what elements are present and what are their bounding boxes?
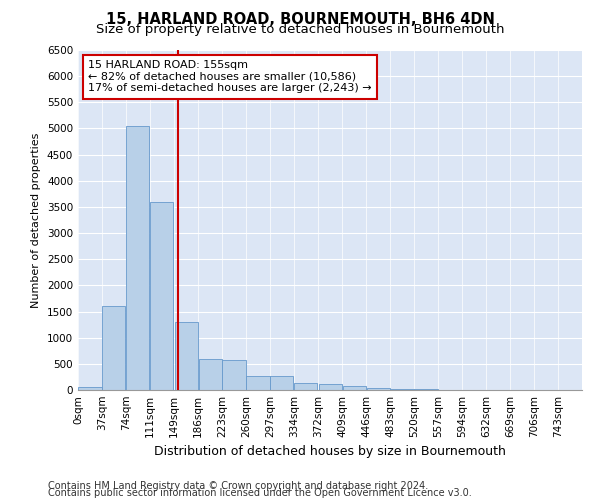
Bar	[343, 386, 366, 390]
Text: Size of property relative to detached houses in Bournemouth: Size of property relative to detached ho…	[96, 22, 504, 36]
Bar	[126, 126, 149, 390]
Bar	[319, 384, 342, 390]
Bar	[175, 322, 198, 390]
Bar	[79, 388, 101, 390]
Bar	[223, 360, 245, 390]
Text: Contains HM Land Registry data © Crown copyright and database right 2024.: Contains HM Land Registry data © Crown c…	[48, 481, 428, 491]
X-axis label: Distribution of detached houses by size in Bournemouth: Distribution of detached houses by size …	[154, 446, 506, 458]
Bar	[294, 383, 317, 390]
Text: Contains public sector information licensed under the Open Government Licence v3: Contains public sector information licen…	[48, 488, 472, 498]
Bar	[391, 388, 413, 390]
Bar	[247, 376, 269, 390]
Bar	[367, 388, 390, 390]
Bar	[270, 376, 293, 390]
Bar	[199, 358, 222, 390]
Bar	[102, 306, 125, 390]
Text: 15 HARLAND ROAD: 155sqm
← 82% of detached houses are smaller (10,586)
17% of sem: 15 HARLAND ROAD: 155sqm ← 82% of detache…	[88, 60, 372, 94]
Bar	[150, 202, 173, 390]
Y-axis label: Number of detached properties: Number of detached properties	[31, 132, 41, 308]
Text: 15, HARLAND ROAD, BOURNEMOUTH, BH6 4DN: 15, HARLAND ROAD, BOURNEMOUTH, BH6 4DN	[106, 12, 494, 28]
